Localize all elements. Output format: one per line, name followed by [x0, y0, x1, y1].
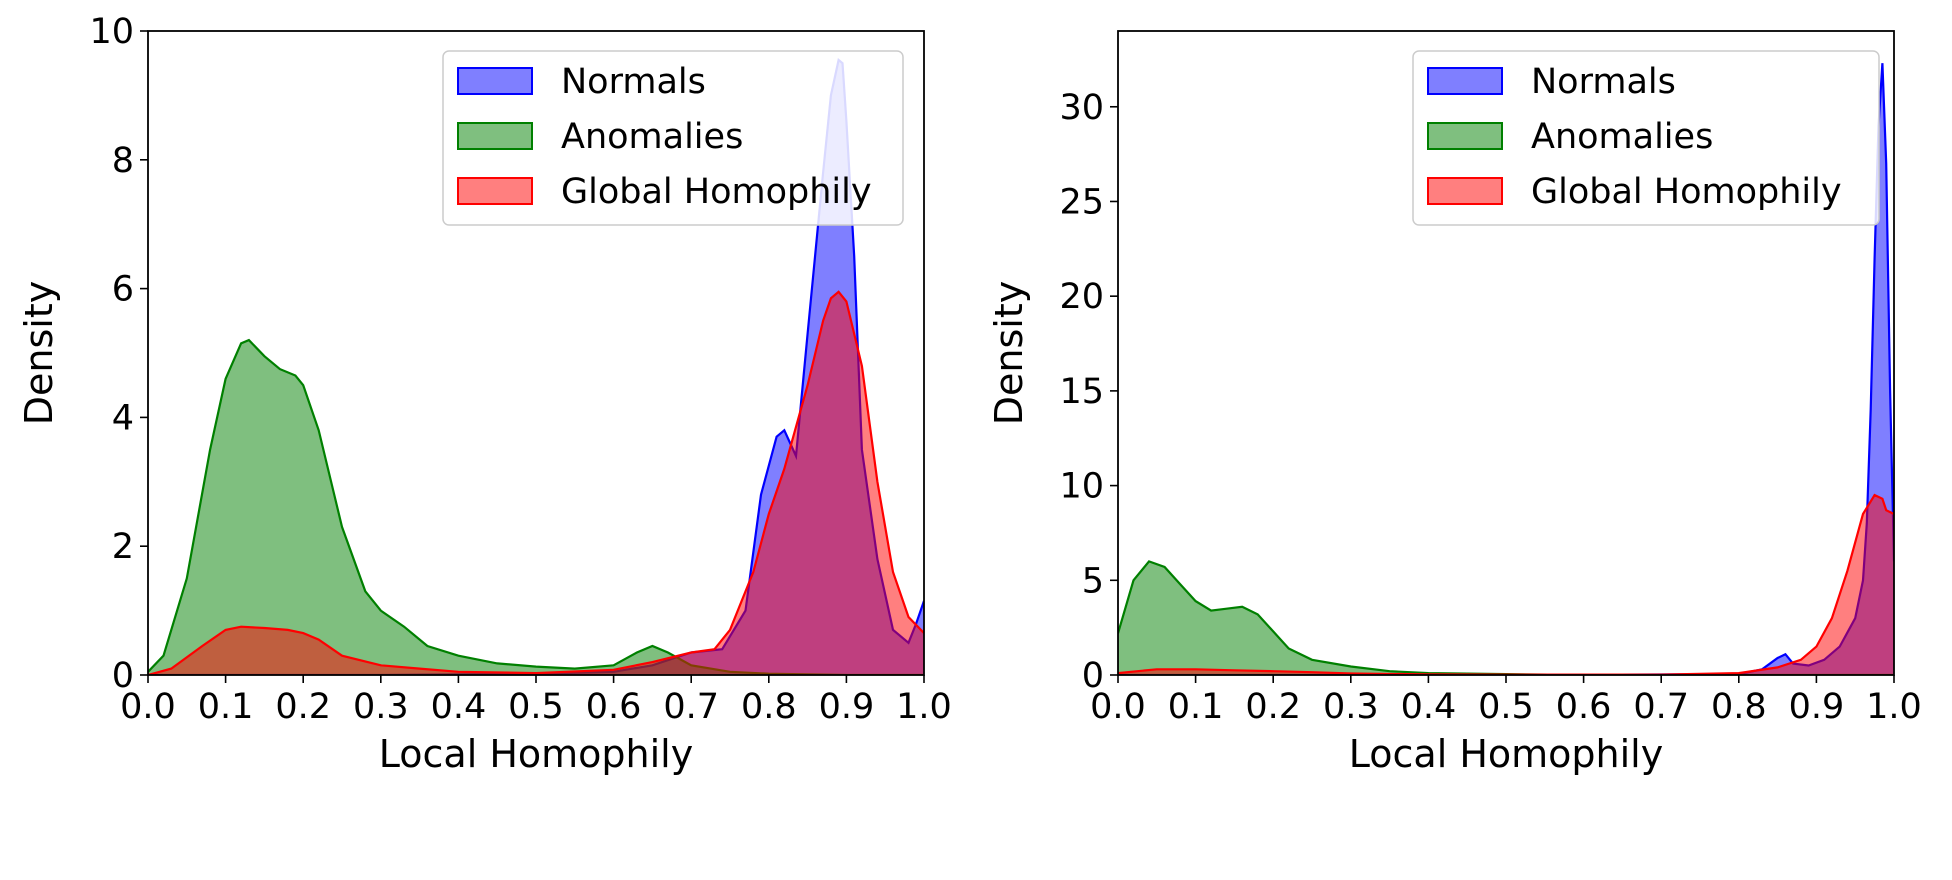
legend: Normals Anomalies Global Homophily [442, 50, 904, 226]
global-homophily-density-fill [148, 291, 924, 675]
x-tick-label: 1.0 [1866, 687, 1922, 727]
y-tick-label: 2 [112, 527, 134, 567]
legend-swatch-normals [1427, 67, 1503, 95]
y-tick-label: 4 [112, 398, 134, 438]
x-tick-label: 0.1 [1168, 687, 1224, 727]
legend-box [442, 50, 904, 226]
legend-swatch-global-homophily [457, 177, 533, 205]
y-tick-label: 10 [89, 12, 134, 52]
x-tick-label: 0.9 [819, 687, 875, 727]
anomalies-density-line [1118, 560, 1894, 675]
left-density-panel: 0.0 0.1 0.2 0.3 0.4 0.5 0.6 0.7 0.8 0.9 1.0 0 2 4 6 8 10… [17, 12, 952, 776]
global-homophily-density-line [148, 290, 924, 675]
y-axis-title: Density [17, 281, 61, 425]
x-tick-label: 0.7 [1633, 687, 1689, 727]
x-tick-label: 0.4 [431, 687, 487, 727]
y-tick-label: 10 [1059, 467, 1104, 507]
y-tick-label: 25 [1059, 182, 1104, 222]
x-tick-label: 0.3 [353, 687, 409, 727]
y-tick-label: 5 [1082, 561, 1104, 601]
x-tick-label: 0.7 [663, 687, 719, 727]
x-tick-label: 0.2 [275, 687, 331, 727]
x-tick-label: 0.1 [198, 687, 254, 727]
legend-box [1412, 50, 1880, 226]
anomalies-density-fill [1118, 561, 1894, 675]
global-homophily-density-fill [1118, 495, 1894, 675]
x-tick-label: 0.0 [120, 687, 176, 727]
legend-label-anomalies: Anomalies [1531, 117, 1713, 157]
legend: Normals Anomalies Global Homophily [1412, 50, 1880, 226]
y-axis-title: Density [987, 281, 1031, 425]
x-tick-label: 0.9 [1789, 687, 1845, 727]
legend-swatch-global-homophily [1427, 177, 1503, 205]
plot-area [1118, 63, 1894, 675]
legend-swatch-anomalies [1427, 122, 1503, 150]
legend-label-normals: Normals [561, 62, 706, 102]
x-tick-label: 0.0 [1090, 687, 1146, 727]
x-tick-label: 0.5 [508, 687, 564, 727]
x-tick-label: 0.5 [1478, 687, 1534, 727]
legend-swatch-anomalies [457, 122, 533, 150]
x-tick-label: 0.4 [1401, 687, 1457, 727]
legend-label-anomalies: Anomalies [561, 117, 743, 157]
x-tick-label: 0.8 [741, 687, 797, 727]
x-tick-label: 0.6 [1556, 687, 1612, 727]
y-tick-label: 6 [112, 270, 134, 310]
x-tick-label: 0.2 [1245, 687, 1301, 727]
y-tick-label: 15 [1059, 372, 1104, 412]
y-tick-label: 20 [1059, 277, 1104, 317]
legend-swatch-normals [457, 67, 533, 95]
x-axis-title: Local Homophily [1349, 732, 1663, 776]
y-tick-label: 8 [112, 141, 134, 181]
y-tick-label: 0 [112, 656, 134, 696]
y-tick-label: 30 [1059, 88, 1104, 128]
anomalies-density-line [148, 338, 924, 675]
legend-label-global-homophily: Global Homophily [1531, 172, 1842, 212]
x-tick-label: 0.6 [586, 687, 642, 727]
x-tick-label: 0.3 [1323, 687, 1379, 727]
global-homophily-density-line [1118, 493, 1894, 675]
y-tick-label: 0 [1082, 656, 1104, 696]
legend-label-normals: Normals [1531, 62, 1676, 102]
x-axis-title: Local Homophily [379, 732, 693, 776]
anomalies-density-fill [148, 340, 924, 675]
right-density-panel: 0.0 0.1 0.2 0.3 0.4 0.5 0.6 0.7 0.8 0.9 1.0 0 5 10 15 2… [987, 30, 1922, 776]
legend-label-global-homophily: Global Homophily [561, 172, 872, 212]
x-tick-label: 1.0 [896, 687, 952, 727]
x-tick-label: 0.8 [1711, 687, 1767, 727]
